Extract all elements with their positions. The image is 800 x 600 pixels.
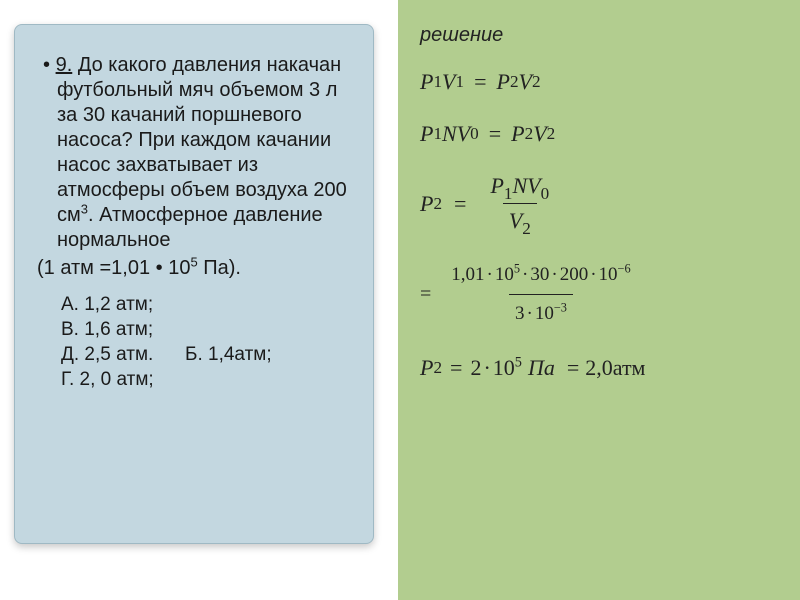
equation-5: P2 = 2·105 Па = 2,0атм [420,355,778,381]
eq4-n6: −6 [618,262,631,276]
eq5-P: P [420,355,433,381]
eq4-fraction: 1,01·105·30·200·10−6 3·10−3 [445,264,636,325]
problem-body-prefix: До какого давления накачан футбольный мя… [57,54,347,226]
problem-text: • 9. До какого давления накачан футбольн… [57,53,351,253]
eq1-P1: P [420,69,433,95]
eq4-n0: 1,01 [451,264,484,285]
eq5-val: 2·105 [470,355,521,381]
eq3-nP: P [490,173,503,198]
equation-3: P2 = P1NV0 V2 [420,173,778,234]
eq3-dV: V [509,208,522,233]
eq1-P2: P [496,69,509,95]
equation-2: P1NV0 = P2V2 [420,121,778,147]
eq1-V2: V [519,69,532,95]
solution-title: решение [420,24,778,47]
eq4-n1: 10 [495,264,514,285]
eq2-N: N [442,121,457,147]
bullet: • [43,54,50,76]
answer-b: В. 1,6 атм; [61,319,351,341]
atm-conversion-line: (1 атм =1,01 • 105 Па). [37,257,351,280]
cm-cube-exp: 3 [81,201,88,216]
eq5-result: 2,0атм [585,355,645,381]
eq2-V2: V [533,121,546,147]
answer-d-b: Д. 2,5 атм. Б. 1,4атм; [61,344,351,366]
eq4-n4: 200 [560,264,589,285]
eq1-equals: = [464,69,496,95]
eq4-numerator: 1,01·105·30·200·10−6 [445,264,636,294]
problem-card: • 9. До какого давления накачан футбольн… [14,24,374,544]
eq2-P2: P [511,121,524,147]
eq3-nV: V [527,173,540,198]
eq4-equals: = [420,283,439,306]
eq2-V0: V [457,121,470,147]
eq4-denominator: 3·10−3 [509,294,573,325]
eq5-eq2: = [561,355,585,381]
answer-a: А. 1,2 атм; [61,294,351,316]
eq2-equals: = [479,121,511,147]
eq2-P1: P [420,121,433,147]
eq4-d4: · [588,264,598,285]
equation-1: P1V1 = P2V2 [420,69,778,95]
atm-exp: 5 [190,254,197,269]
eq3-nVs: 0 [541,184,550,203]
eq3-equals: = [442,191,478,217]
eq3-nN: N [512,173,527,198]
solution-panel: решение P1V1 = P2V2 P1NV0 = P2V2 P2 = P1… [398,0,800,600]
eq4-d3: · [549,264,559,285]
problem-panel: • 9. До какого давления накачан футбольн… [0,0,398,600]
problem-number: 9. [56,54,73,76]
equation-4: = 1,01·105·30·200·10−6 3·10−3 [420,264,778,325]
problem-body-suffix: . Атмосферное давление нормальное [57,204,323,251]
eq4-den2: −3 [554,301,567,315]
atm-prefix: (1 атм =1,01 • 10 [37,257,190,279]
eq4-d1: · [485,264,495,285]
eq4-n3: 30 [530,264,549,285]
eq3-fraction: P1NV0 V2 [484,173,555,234]
eq4-d2: · [520,264,530,285]
eq4-den1: 10 [535,303,554,324]
eq3-dVs: 2 [522,219,531,238]
answer-g: Г. 2, 0 атм; [61,369,351,391]
atm-suffix: Па). [198,257,241,279]
answers-block: А. 1,2 атм; В. 1,6 атм; Д. 2,5 атм. Б. 1… [61,294,351,391]
eq5-eq1: = [442,355,470,381]
eq1-V1: V [442,69,455,95]
eq4-dd1: · [524,303,534,324]
eq3-P: P [420,191,433,217]
eq4-n5: 10 [599,264,618,285]
eq3-denominator: V2 [503,203,537,234]
eq5-unit: Па [522,355,561,381]
eq3-numerator: P1NV0 [484,173,555,203]
